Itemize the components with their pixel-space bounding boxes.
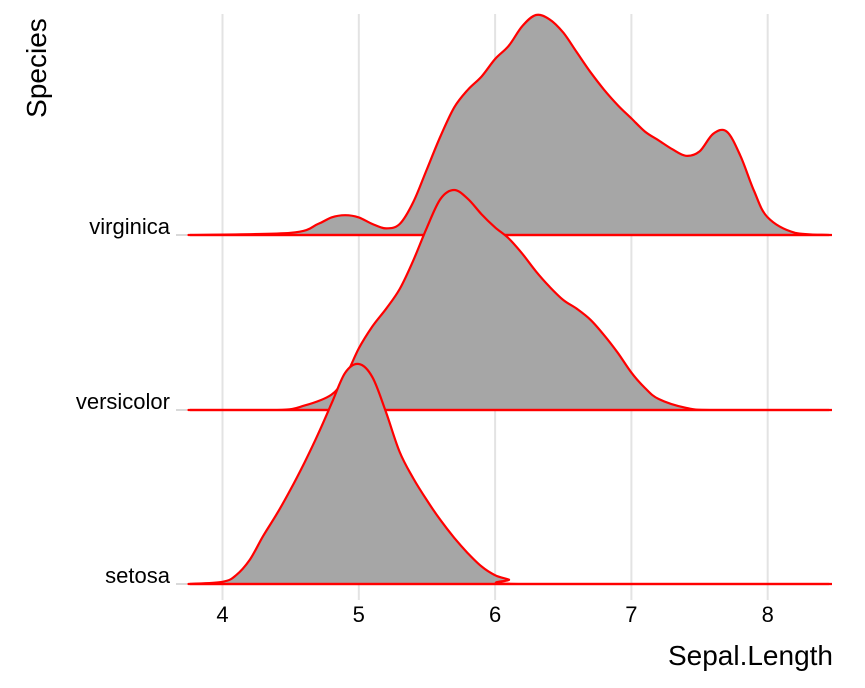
y-tick-label-virginica: virginica — [89, 214, 170, 239]
y-axis-title: Species — [21, 18, 52, 118]
density-ridges — [187, 13, 832, 586]
x-axis-title: Sepal.Length — [668, 640, 833, 671]
x-tick-label: 4 — [216, 602, 228, 627]
x-tick-label: 5 — [353, 602, 365, 627]
density-ridge-virginica — [187, 13, 831, 237]
x-tick-label: 7 — [625, 602, 637, 627]
y-axis-ticks: virginica versicolor setosa — [76, 214, 187, 588]
y-tick-label-setosa: setosa — [105, 563, 171, 588]
x-tick-label: 6 — [489, 602, 501, 627]
x-tick-label: 8 — [762, 602, 774, 627]
y-tick-label-versicolor: versicolor — [76, 389, 170, 414]
density-ridge-setosa — [187, 362, 831, 586]
x-axis-ticks: 4 5 6 7 8 — [216, 602, 773, 627]
density-ridge-versicolor — [187, 188, 831, 412]
